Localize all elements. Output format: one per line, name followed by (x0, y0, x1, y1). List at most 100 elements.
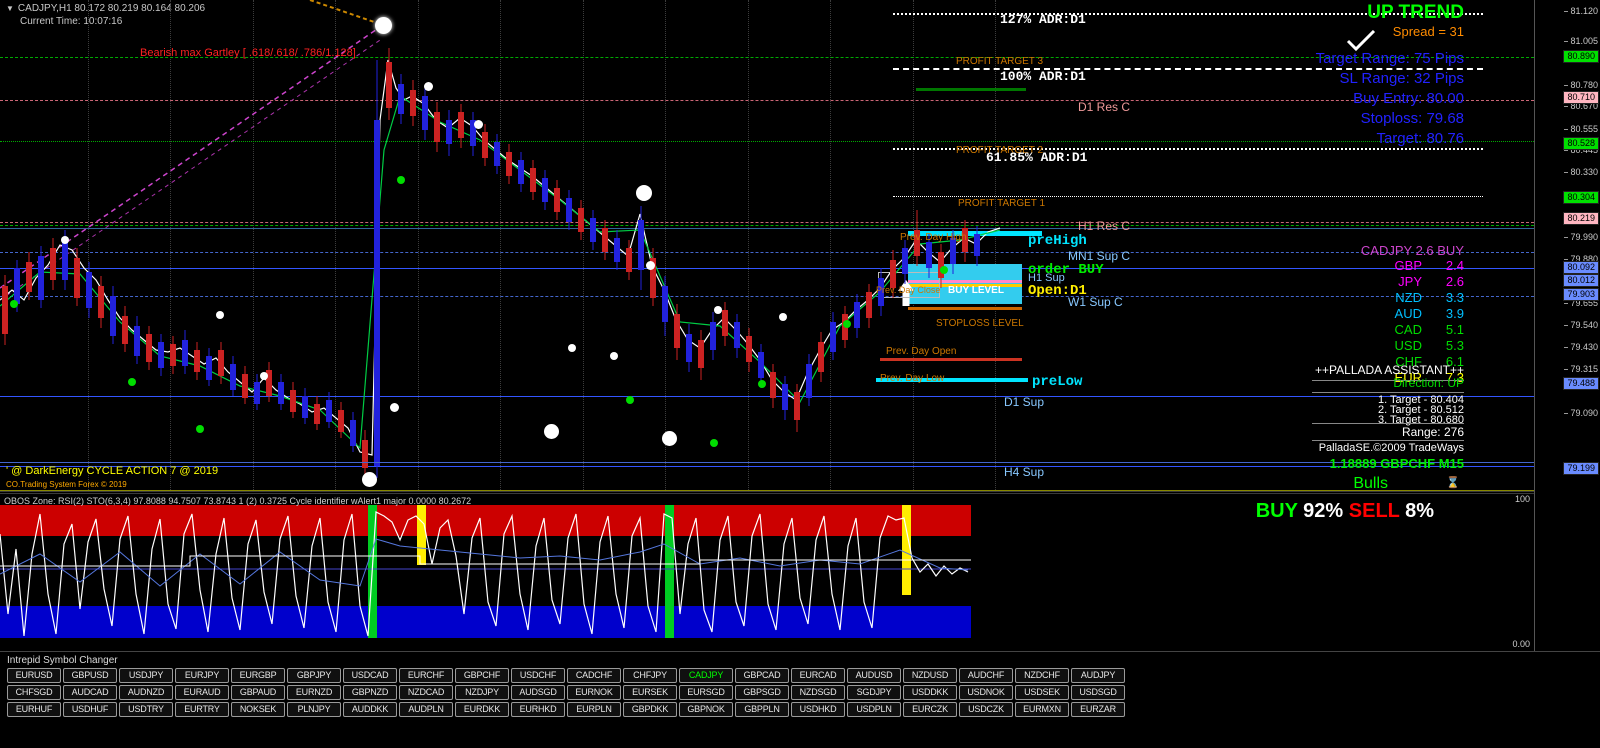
symbol-button-nzdjpy[interactable]: NZDJPY (455, 685, 509, 700)
symbol-button-nzdusd[interactable]: NZDUSD (903, 668, 957, 683)
currency-code: CHF (1395, 354, 1422, 369)
adr-100-label: 100% ADR:D1 (1000, 69, 1086, 84)
symbol-button-usdcad[interactable]: USDCAD (343, 668, 397, 683)
symbol-button-gbpsgd[interactable]: GBPSGD (735, 685, 789, 700)
symbol-button-usdjpy[interactable]: USDJPY (119, 668, 173, 683)
tick-mark (1564, 259, 1569, 260)
symbol-button-eurzar[interactable]: EURZAR (1071, 702, 1125, 717)
symbol-button-eurtry[interactable]: EURTRY (175, 702, 229, 717)
prev-day-close-label: Prev. Day Close (876, 285, 941, 295)
symbol-button-auddkk[interactable]: AUDDKK (343, 702, 397, 717)
signal-dot-white (424, 82, 433, 91)
symbol-button-grid[interactable]: EURUSD GBPUSD USDJPY EURJPY EURGBP GBPJPY USDC… (7, 668, 1125, 719)
currency-strength-row-cad: CAD 5.1 (1382, 322, 1464, 337)
signal-dot-white (714, 306, 722, 314)
symbol-button-usdchf[interactable]: USDCHF (511, 668, 565, 683)
symbol-button-gbppln[interactable]: GBPPLN (735, 702, 789, 717)
symbol-button-eurnok[interactable]: EURNOK (567, 685, 621, 700)
symbol-button-cadjpy[interactable]: CADJPY (679, 668, 733, 683)
price-tick: 79.880 (1564, 254, 1598, 264)
grid-line (995, 0, 996, 492)
currency-code: NZD (1395, 290, 1422, 305)
d1-sup-label: D1 Sup (1004, 395, 1045, 409)
symbol-button-audjpy[interactable]: AUDJPY (1071, 668, 1125, 683)
symbol-button-cadchf[interactable]: CADCHF (567, 668, 621, 683)
tick-mark (1564, 369, 1569, 370)
prehigh-label: preHigh (1028, 233, 1087, 249)
symbol-button-gbpnok[interactable]: GBPNOK (679, 702, 733, 717)
symbol-button-sgdjpy[interactable]: SGDJPY (847, 685, 901, 700)
signal-dot-green (758, 380, 766, 388)
symbol-button-gbpusd[interactable]: GBPUSD (63, 668, 117, 683)
currency-value: 3.9 (1445, 306, 1464, 321)
oscillator-scale-bottom: 0.00 (1512, 639, 1530, 649)
tick-mark (1564, 347, 1569, 348)
signal-dot-green (626, 396, 634, 404)
symbol-button-nzdsgd[interactable]: NZDSGD (791, 685, 845, 700)
symbol-button-usdtry[interactable]: USDTRY (119, 702, 173, 717)
symbol-button-gbpdkk[interactable]: GBPDKK (623, 702, 677, 717)
price-scale[interactable]: 81.120 81.005 80.780 80.670 80.555 80.445 80.3… (1534, 0, 1600, 748)
range-label: Range: 276 (1401, 425, 1464, 439)
symbol-button-eurdkk[interactable]: EURDKK (455, 702, 509, 717)
symbol-button-audchf[interactable]: AUDCHF (959, 668, 1013, 683)
symbol-button-eurgbp[interactable]: EURGBP (231, 668, 285, 683)
price-highlight-box: 79.199 (1563, 462, 1599, 475)
symbol-button-nzdchf[interactable]: NZDCHF (1015, 668, 1069, 683)
darkenergy-separator-top (0, 462, 1534, 463)
symbol-button-audusd[interactable]: AUDUSD (847, 668, 901, 683)
symbol-button-gbpnzd[interactable]: GBPNZD (343, 685, 397, 700)
symbol-button-usdsgd[interactable]: USDSGD (1071, 685, 1125, 700)
symbol-button-usdhuf[interactable]: USDHUF (63, 702, 117, 717)
symbol-button-eursek[interactable]: EURSEK (623, 685, 677, 700)
symbol-button-eurnzd[interactable]: EURNZD (287, 685, 341, 700)
currency-value: 2.4 (1445, 258, 1464, 273)
symbol-button-eurcad[interactable]: EURCAD (791, 668, 845, 683)
ticker-label: 1.18889 GBPCHF M15 (1329, 456, 1464, 471)
tick-mark (1564, 41, 1569, 42)
symbol-button-usdhkd[interactable]: USDHKD (791, 702, 845, 717)
symbol-button-gbpchf[interactable]: GBPCHF (455, 668, 509, 683)
symbol-button-gbpcad[interactable]: GBPCAD (735, 668, 789, 683)
symbol-button-nzdcad[interactable]: NZDCAD (399, 685, 453, 700)
symbol-button-audpln[interactable]: AUDPLN (399, 702, 453, 717)
symbol-button-eurhkd[interactable]: EURHKD (511, 702, 565, 717)
symbol-button-eurmxn[interactable]: EURMXN (1015, 702, 1069, 717)
symbol-button-chfsgd[interactable]: CHFSGD (7, 685, 61, 700)
symbol-button-eursgd[interactable]: EURSGD (679, 685, 733, 700)
sell-text: SELL (1348, 500, 1400, 522)
symbol-button-plnjpy[interactable]: PLNJPY (287, 702, 341, 717)
symbol-button-eurhuf[interactable]: EURHUF (7, 702, 61, 717)
symbol-button-usdnok[interactable]: USDNOK (959, 685, 1013, 700)
symbol-button-audsgd[interactable]: AUDSGD (511, 685, 565, 700)
currency-value: 3.3 (1445, 290, 1464, 305)
signal-dot-white (779, 313, 787, 321)
symbol-button-usdsek[interactable]: USDSEK (1015, 685, 1069, 700)
symbol-button-eurjpy[interactable]: EURJPY (175, 668, 229, 683)
symbol-button-usddkk[interactable]: USDDKK (903, 685, 957, 700)
symbol-button-chfjpy[interactable]: CHFJPY (623, 668, 677, 683)
price-tick: 81.120 (1564, 6, 1598, 16)
symbol-button-eurchf[interactable]: EURCHF (399, 668, 453, 683)
symbol-button-noksek[interactable]: NOKSEK (231, 702, 285, 717)
symbol-button-usdczk[interactable]: USDCZK (959, 702, 1013, 717)
symbol-button-eurpln[interactable]: EURPLN (567, 702, 621, 717)
currency-strength-row-gbp: GBP 2.4 (1382, 258, 1464, 273)
collapse-caret-icon[interactable]: ▼ (6, 4, 14, 13)
signal-dot-white (61, 236, 69, 244)
symbol-changer-panel[interactable]: Intrepid Symbol Changer EURUSD GBPUSD USDJ… (0, 651, 1600, 748)
symbol-button-gbpjpy[interactable]: GBPJPY (287, 668, 341, 683)
symbol-button-audcad[interactable]: AUDCAD (63, 685, 117, 700)
symbol-button-euraud[interactable]: EURAUD (175, 685, 229, 700)
symbol-quote-line: CADJPY,H1 80.172 80.219 80.164 80.206 (17, 3, 206, 14)
symbol-button-eurusd[interactable]: EURUSD (7, 668, 61, 683)
indicator-pane[interactable]: OBOS Zone: RSI(2) STO(6,3,4) 97.8088 94.… (0, 493, 1534, 651)
price-tick: 79.315 (1564, 364, 1598, 374)
symbol-button-usdpln[interactable]: USDPLN (847, 702, 901, 717)
symbol-button-eurczk[interactable]: EURCZK (903, 702, 957, 717)
grid-line (335, 0, 336, 492)
price-highlight-box: 80.304 (1563, 191, 1599, 204)
symbol-button-audnzd[interactable]: AUDNZD (119, 685, 173, 700)
chart-pane[interactable]: ▼ CADJPY,H1 80.172 80.219 80.164 80.206 C… (0, 0, 1534, 492)
symbol-button-gbpaud[interactable]: GBPAUD (231, 685, 285, 700)
